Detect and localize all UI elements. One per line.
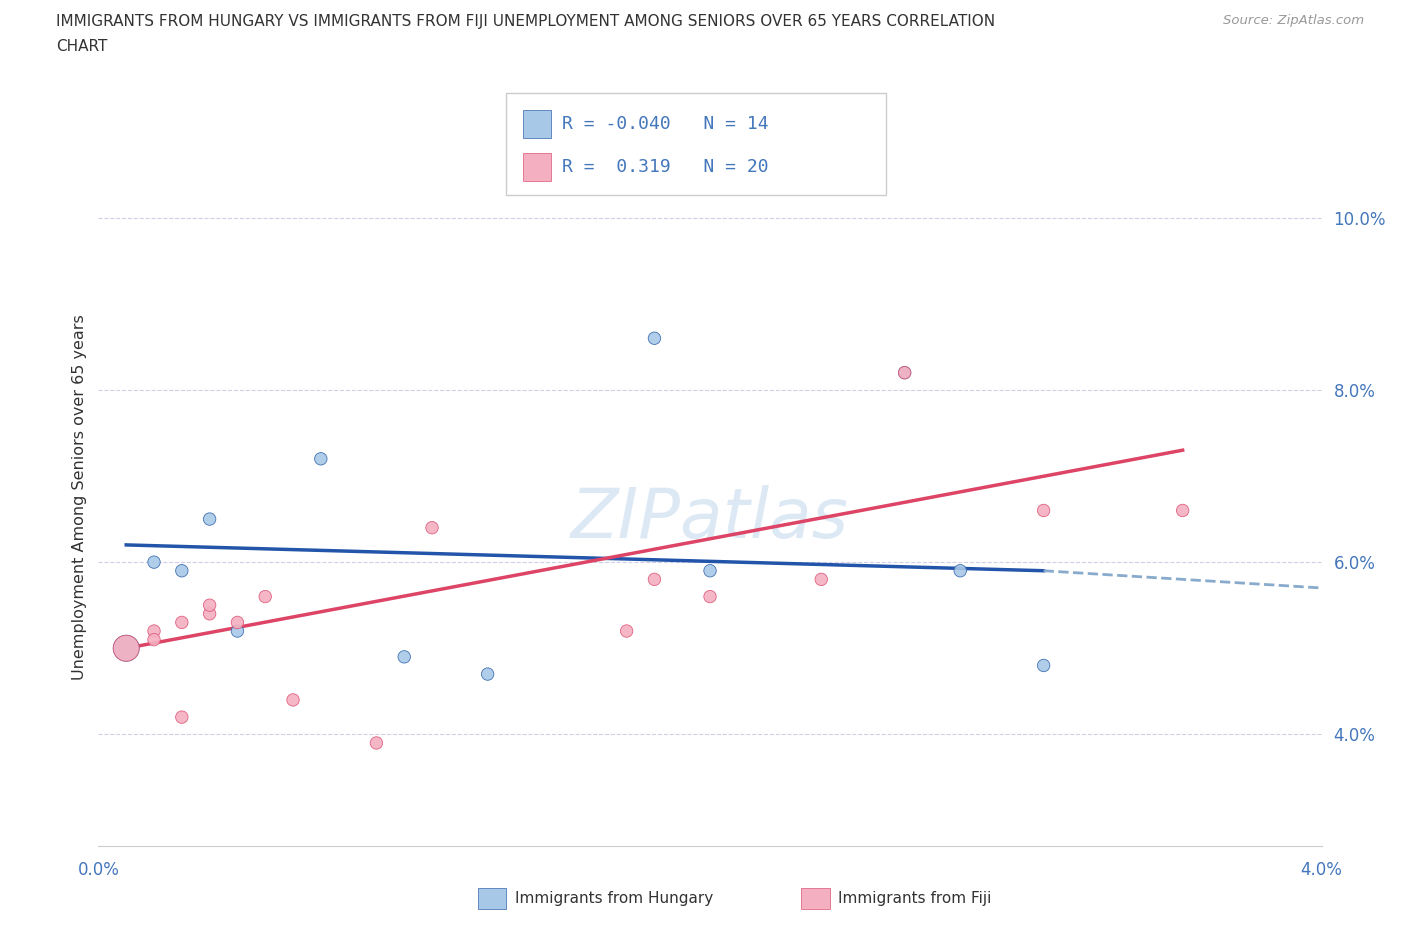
Point — [226, 624, 249, 639]
Point — [170, 710, 193, 724]
Point — [198, 598, 221, 613]
Point — [115, 641, 138, 656]
Point — [1032, 503, 1054, 518]
Point — [254, 589, 277, 604]
Point — [115, 641, 138, 656]
Point — [643, 331, 665, 346]
Point — [226, 615, 249, 630]
Text: ZIPatlas: ZIPatlas — [571, 485, 849, 552]
Point — [893, 365, 915, 380]
Point — [477, 667, 499, 682]
Point — [893, 365, 915, 380]
Point — [170, 615, 193, 630]
Point — [170, 564, 193, 578]
Text: Immigrants from Hungary: Immigrants from Hungary — [515, 891, 713, 906]
Point — [810, 572, 832, 587]
Point — [281, 693, 304, 708]
Text: Immigrants from Fiji: Immigrants from Fiji — [838, 891, 991, 906]
Point — [699, 589, 721, 604]
Point — [643, 572, 665, 587]
Point — [143, 554, 166, 569]
Text: R =  0.319   N = 20: R = 0.319 N = 20 — [562, 158, 769, 177]
Point — [366, 736, 388, 751]
Text: 4.0%: 4.0% — [1301, 860, 1343, 879]
Point — [1171, 503, 1194, 518]
Point — [949, 564, 972, 578]
Point — [699, 564, 721, 578]
Y-axis label: Unemployment Among Seniors over 65 years: Unemployment Among Seniors over 65 years — [72, 314, 87, 681]
Text: IMMIGRANTS FROM HUNGARY VS IMMIGRANTS FROM FIJI UNEMPLOYMENT AMONG SENIORS OVER : IMMIGRANTS FROM HUNGARY VS IMMIGRANTS FR… — [56, 14, 995, 29]
Text: CHART: CHART — [56, 39, 108, 54]
Point — [420, 520, 443, 535]
Text: R = -0.040   N = 14: R = -0.040 N = 14 — [562, 114, 769, 133]
Point — [198, 512, 221, 526]
Point — [1032, 658, 1054, 673]
Point — [616, 624, 638, 639]
Text: Source: ZipAtlas.com: Source: ZipAtlas.com — [1223, 14, 1364, 27]
Point — [394, 649, 416, 664]
Text: 0.0%: 0.0% — [77, 860, 120, 879]
Point — [198, 606, 221, 621]
Point — [143, 624, 166, 639]
Point — [309, 451, 332, 466]
Point — [143, 632, 166, 647]
